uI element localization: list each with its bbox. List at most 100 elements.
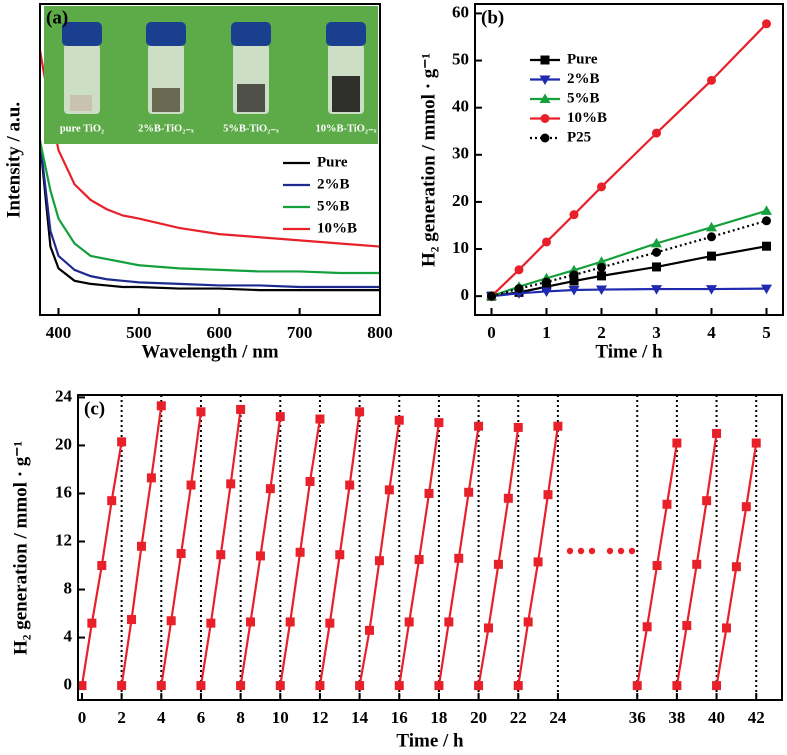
inset-label: 2%B-TiO₂₋ₓ (138, 123, 195, 134)
vial (326, 22, 366, 114)
marker (394, 415, 404, 425)
marker (597, 271, 606, 281)
marker (186, 480, 196, 490)
y-axis-label: Intensity / a.u. (3, 102, 24, 218)
marker (236, 404, 246, 414)
series-line (398, 422, 441, 686)
marker (662, 499, 672, 509)
marker (374, 556, 384, 566)
series-line (491, 219, 767, 298)
x-tick-label: 2 (117, 708, 126, 727)
inset-photo: pure TiO₂ 2%B-TiO₂₋ₓ 5%B-TiO₂₋ₓ 10%B-TiO₂₋ₓ (44, 6, 378, 144)
x-tick-label: 4 (707, 323, 716, 342)
y-tick-label: 20 (452, 191, 469, 210)
series-line (491, 209, 767, 298)
marker (706, 221, 717, 232)
marker (652, 128, 661, 138)
x-tick-label: 16 (391, 708, 408, 727)
marker (325, 618, 335, 628)
marker (146, 473, 156, 483)
marker (117, 437, 127, 447)
marker (761, 284, 772, 295)
marker (487, 291, 496, 301)
marker (541, 287, 552, 297)
series-line (38, 140, 380, 292)
x-axis-label: Wavelength / nm (141, 341, 278, 362)
x-tick-label: 600 (206, 323, 232, 342)
panel-label: (a) (46, 7, 68, 28)
marker (503, 493, 513, 503)
series-line (675, 433, 718, 686)
marker (355, 681, 365, 691)
legend-marker (540, 114, 550, 123)
marker (597, 182, 606, 192)
legend-label: 10%B (317, 220, 357, 236)
x-tick-label: 24 (549, 708, 567, 727)
marker (414, 555, 424, 565)
x-tick-label: 500 (126, 323, 152, 342)
marker (424, 488, 434, 498)
y-tick-label: 50 (452, 49, 469, 68)
marker (651, 237, 662, 248)
series-line (490, 23, 768, 297)
marker (751, 438, 761, 448)
series-line (160, 411, 203, 686)
marker (97, 561, 107, 571)
x-tick-label: 2 (597, 323, 606, 342)
y-axis-label: H₂ generation / mmol · g⁻¹ (10, 441, 31, 655)
marker (523, 617, 533, 627)
series-line (517, 426, 559, 686)
marker (513, 681, 523, 691)
x-tick-label: 20 (470, 708, 487, 727)
series-line (38, 50, 381, 248)
marker (692, 559, 702, 569)
marker (156, 681, 166, 691)
x-tick-label: 0 (78, 708, 87, 727)
y-tick-label: 10 (452, 238, 469, 257)
x-tick-label: 6 (197, 708, 206, 727)
marker (514, 265, 524, 275)
marker (542, 237, 551, 247)
marker (345, 480, 355, 490)
plot-frame (77, 394, 783, 701)
marker (762, 241, 771, 251)
series-line (477, 427, 520, 686)
marker (682, 621, 692, 631)
marker (335, 550, 345, 560)
legend-label: 2%B (317, 176, 350, 192)
marker (569, 270, 579, 280)
x-tick-label: 800 (367, 323, 393, 342)
marker (275, 681, 285, 691)
marker (533, 557, 543, 567)
marker (176, 549, 186, 559)
legend-marker (539, 75, 551, 85)
x-tick-label: 8 (236, 708, 245, 727)
panel-label: (c) (84, 398, 105, 419)
x-tick-label: 38 (668, 708, 685, 727)
marker (404, 617, 414, 627)
vial (231, 22, 271, 114)
plot-frame (39, 3, 381, 316)
marker (543, 490, 553, 500)
marker (569, 210, 579, 220)
x-tick-label: 10 (272, 708, 289, 727)
marker (642, 622, 652, 632)
marker (474, 681, 484, 691)
marker (596, 256, 607, 266)
series-line (199, 409, 242, 686)
legend-marker (540, 133, 550, 143)
marker (651, 285, 662, 295)
marker (712, 428, 722, 438)
x-axis-label: Time / h (595, 341, 663, 362)
marker (117, 681, 127, 691)
marker (226, 479, 236, 489)
marker (127, 615, 137, 625)
marker (216, 550, 226, 560)
marker (156, 401, 166, 411)
marker (596, 285, 607, 296)
x-tick-label: 12 (311, 708, 328, 727)
marker (434, 418, 444, 428)
legend-label: 5%B (567, 90, 600, 106)
marker (762, 216, 771, 226)
marker (444, 617, 454, 627)
